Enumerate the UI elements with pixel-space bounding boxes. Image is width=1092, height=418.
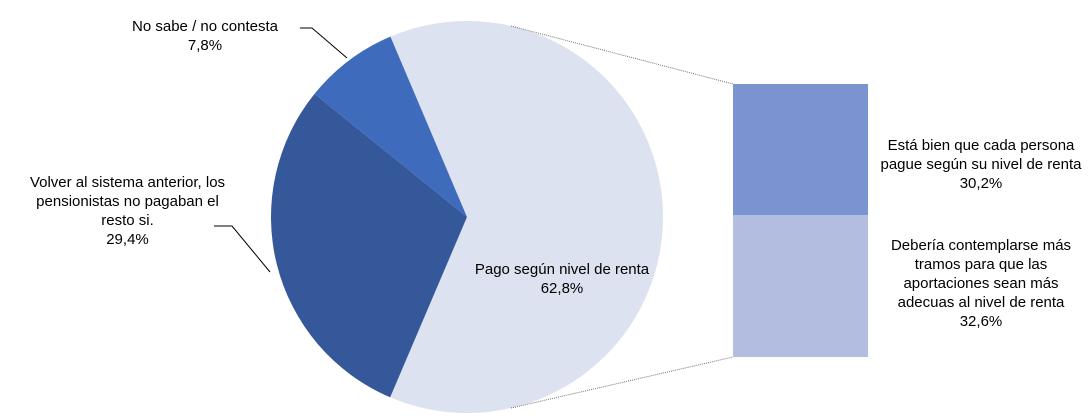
bar-value: 32,6% [959,313,1003,330]
slice-value: 62,8% [540,280,584,297]
slice-value: 29,4% [106,231,149,248]
bar-segment [733,215,868,357]
bar-name: Debería contemplarse más tramos para que… [890,237,1072,311]
slice-name: No sabe / no contesta [132,18,278,35]
slice-name: Pago según nivel de renta [474,261,650,278]
connector-line [510,25,734,85]
slice-name: Volver al sistema anterior, los pensioni… [29,174,226,229]
pie-slice [314,36,467,217]
pie-slice [270,93,467,398]
leader-line [214,225,271,273]
bar-label: Está bien que cada persona pague según s… [874,136,1088,193]
bar-label: Debería contemplarse más tramos para que… [874,236,1088,331]
leader-line [300,27,348,59]
slice-label: Volver al sistema anterior, los pensioni… [20,173,235,249]
slice-label: Pago según nivel de renta 62,8% [472,260,652,298]
slice-label: No sabe / no contesta 7,8% [100,17,310,55]
slice-value: 7,8% [187,37,223,54]
bar-name: Está bien que cada persona pague según s… [880,137,1082,173]
bar-value: 30,2% [959,175,1003,192]
bar-segment [733,84,868,216]
pie-slice [390,21,663,414]
